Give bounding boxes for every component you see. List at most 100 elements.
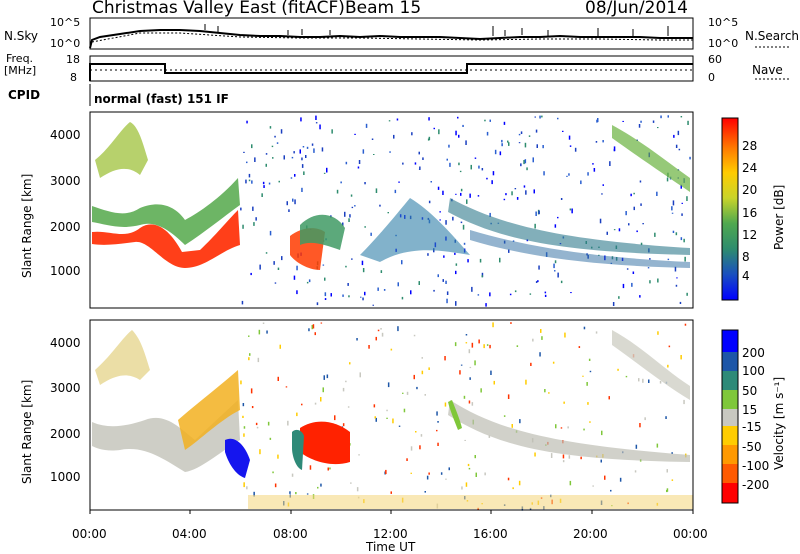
radar-return-dot xyxy=(665,416,667,419)
radar-return-dot xyxy=(358,160,361,164)
radar-return-dot xyxy=(350,194,353,197)
radar-return-dot xyxy=(344,211,346,217)
radar-return-dot xyxy=(421,357,423,359)
radar-return-dot xyxy=(557,216,559,219)
radar-return-dot xyxy=(512,487,514,490)
radar-return-dot xyxy=(676,277,678,279)
radar-return-dot xyxy=(588,358,591,361)
radar-return-dot xyxy=(265,153,268,155)
radar-return-dot xyxy=(410,472,412,474)
radar-return-dot xyxy=(535,281,538,283)
radar-return-dot xyxy=(427,253,429,256)
radar-return-dot xyxy=(488,435,491,438)
radar-return-dot xyxy=(302,146,305,148)
radar-return-dot xyxy=(566,175,568,177)
velocity-cb-tick-15: 15 xyxy=(742,403,758,417)
radar-return-dot xyxy=(459,170,462,173)
radar-return-dot xyxy=(461,486,463,490)
velocity-colorbar-seg-6 xyxy=(722,426,738,445)
radar-return-dot xyxy=(259,264,261,270)
radar-return-dot xyxy=(269,230,272,236)
radar-return-dot xyxy=(393,134,395,139)
radar-return-dot xyxy=(267,421,270,426)
radar-return-dot xyxy=(680,184,682,189)
radar-return-dot xyxy=(296,412,298,417)
radar-return-dot xyxy=(583,326,586,330)
radar-return-dot xyxy=(599,218,602,224)
radar-return-dot xyxy=(439,211,441,213)
radar-return-dot xyxy=(299,149,301,154)
radar-return-dot xyxy=(672,230,675,233)
radar-return-dot xyxy=(350,482,352,484)
radar-return-dot xyxy=(387,212,389,214)
radar-return-dot xyxy=(252,206,254,211)
radar-return-dot xyxy=(683,238,685,243)
velocity-colorbar-seg-4 xyxy=(722,390,738,409)
radar-return-dot xyxy=(242,403,245,407)
radar-return-dot xyxy=(666,489,668,493)
radar-return-dot xyxy=(597,118,599,123)
radar-return-dot xyxy=(644,417,646,421)
radar-return-dot xyxy=(674,266,677,272)
radar-return-dot xyxy=(485,303,487,307)
radar-return-dot xyxy=(246,161,248,164)
radar-return-dot xyxy=(477,507,479,511)
radar-return-dot xyxy=(308,328,310,332)
radar-return-dot xyxy=(525,379,527,385)
radar-return-dot xyxy=(683,399,685,405)
radar-return-dot xyxy=(250,388,253,394)
radar-return-dot xyxy=(377,287,379,291)
xtick-0800: 08:00 xyxy=(273,527,308,541)
radar-return-dot xyxy=(560,427,563,429)
radar-return-dot xyxy=(592,163,594,165)
radar-return-dot xyxy=(460,221,463,224)
radar-return-dot xyxy=(459,370,461,375)
power-echo-arc xyxy=(360,198,470,262)
radar-return-dot xyxy=(303,171,305,175)
radar-return-dot xyxy=(416,386,418,390)
radar-return-dot xyxy=(680,355,682,360)
radar-return-dot xyxy=(401,260,403,265)
radar-return-dot xyxy=(454,342,457,347)
radar-return-dot xyxy=(291,156,294,159)
velocity-cb-tick-m100: -100 xyxy=(742,459,770,473)
radar-return-dot xyxy=(379,204,381,207)
radar-return-dot xyxy=(567,426,569,429)
velocity-echoes xyxy=(92,330,693,509)
radar-return-dot xyxy=(406,391,409,395)
radar-return-dot xyxy=(324,292,327,297)
radar-return-dot xyxy=(534,116,536,118)
radar-return-dot xyxy=(428,200,431,204)
radar-return-dot xyxy=(428,472,430,475)
radar-return-dot xyxy=(589,370,592,373)
radar-return-dot xyxy=(602,140,604,143)
radar-return-dot xyxy=(677,130,680,136)
radar-return-dot xyxy=(501,139,503,143)
radar-return-dot xyxy=(586,382,588,386)
radar-return-dot xyxy=(390,348,393,351)
radar-return-dot xyxy=(306,146,309,149)
radar-return-dot xyxy=(266,330,268,334)
radar-return-dot xyxy=(686,196,688,201)
radar-return-dot xyxy=(486,131,489,136)
radar-return-dot xyxy=(557,117,559,120)
radar-return-dot xyxy=(437,274,439,278)
radar-return-dot xyxy=(478,339,480,344)
radar-return-dot xyxy=(540,329,542,333)
xtick-1200: 12:00 xyxy=(373,527,408,541)
noise-right-tick-high: 10^5 xyxy=(708,16,739,29)
radar-return-dot xyxy=(580,180,582,185)
radar-return-dot xyxy=(277,454,279,459)
radar-return-dot xyxy=(554,270,556,272)
radar-return-dot xyxy=(518,142,521,144)
radar-return-dot xyxy=(324,298,327,300)
radar-return-dot xyxy=(469,377,471,380)
radar-return-dot xyxy=(541,115,543,118)
noise-left-tick-high: 10^5 xyxy=(50,16,81,29)
nsky-label: N.Sky xyxy=(4,29,39,43)
radar-return-dot xyxy=(289,491,291,494)
radar-return-dot xyxy=(365,123,368,128)
radar-return-dot xyxy=(606,231,608,235)
radar-return-dot xyxy=(253,222,255,226)
radar-return-dot xyxy=(389,151,391,153)
